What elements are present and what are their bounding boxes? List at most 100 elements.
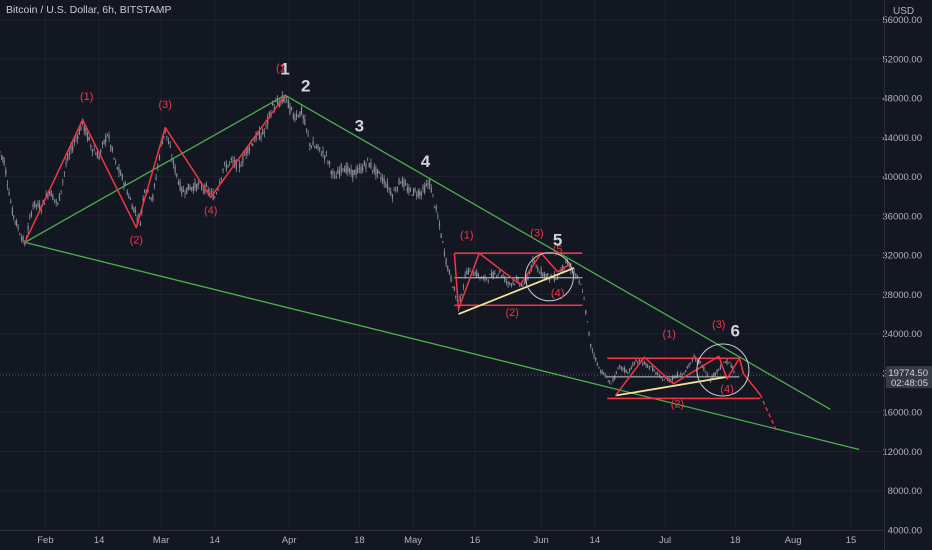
candle-body [524,282,526,284]
candle-body [357,167,359,173]
candle-body [440,233,442,238]
candle-body [593,354,595,357]
candle-body [376,168,379,174]
candle-body [134,210,137,213]
candle-body [448,269,451,275]
time-axis[interactable]: Feb 14 Mar 14 Apr 18 May 16 Jun 14 Jul 18 Aug 15 [37,535,856,546]
candle-body [197,183,199,186]
price-axis-divider [884,0,885,550]
candle-body [652,366,654,372]
candle-body [413,188,415,196]
candle-body [450,276,452,282]
candle-body [375,167,377,176]
candle-body [447,266,449,270]
candle-body [138,215,140,217]
wave-number-label: 2 [301,76,310,95]
candle-body [390,191,392,195]
candle-body [438,222,441,227]
candle-body [2,157,4,159]
candle-body [381,177,384,182]
candle-body [515,277,517,280]
candle-body [182,189,185,192]
candle-body [355,169,357,176]
candle-body [315,146,318,149]
candle-body [442,241,444,243]
green-trendline [24,94,286,243]
symbol-title[interactable]: Bitcoin / U.S. Dollar, 6h, BITSTAMP [6,4,172,16]
candle-body [90,145,92,148]
candle-body [691,358,693,361]
candle-body [610,383,612,385]
candle-body [666,378,669,381]
candle-body [169,145,171,148]
candle-body [88,136,90,141]
candle-body [623,367,626,372]
candle-body [220,177,223,179]
x-tick-label: Aug [785,535,802,546]
candle-body [557,275,559,279]
price-axis[interactable]: 4000.008000.0012000.0016000.0020000.0024… [882,15,922,536]
candle-body [538,272,541,274]
candle-body [713,373,715,376]
candle-body [143,189,146,192]
candle-body [47,193,49,198]
candle-body [502,275,504,277]
candle-body [545,273,547,279]
candle-body [214,197,216,199]
candle-body [637,362,639,364]
candle-body [295,113,298,118]
candle-body [619,364,621,367]
candle-body [347,165,349,172]
drawing-layer[interactable] [24,94,860,451]
candle-body [378,171,380,173]
candle-body [395,190,397,192]
subwave-label: (5 [553,244,563,256]
candle-body [343,168,346,173]
candle-body [405,183,407,185]
candle-body [462,286,465,288]
candle-body [273,107,275,110]
candle-body [609,381,611,383]
candle-body [310,146,313,148]
candle-body [435,206,437,210]
candle-body [184,193,186,195]
candle-body [292,114,294,119]
candle-body [73,139,75,143]
y-tick-label: 56000.00 [882,15,922,26]
candle-body [599,371,602,373]
candle-body [106,135,109,136]
candle-body [409,189,412,190]
x-tick-label: 18 [354,535,365,546]
y-tick-label: 16000.00 [882,408,922,419]
candle-body [329,161,331,165]
candle-body [133,207,135,212]
candle-body [401,178,403,185]
candle-body [628,369,631,372]
candle-body [58,193,61,201]
candle-body [704,371,707,373]
candle-body [210,191,213,192]
x-tick-label: Jul [659,535,671,546]
candle-body [86,133,89,140]
candle-body [121,174,123,180]
y-tick-label: 8000.00 [888,486,922,497]
candle-body [565,258,567,264]
candle-body [711,376,713,380]
candle-body [205,185,208,187]
candle-body [93,149,95,151]
candle-body [55,200,57,203]
candle-body [30,211,32,217]
x-tick-label: Apr [282,535,297,546]
candle-body [703,366,705,371]
candle-body [123,182,125,186]
wave-number-label: 1 [280,60,289,79]
candle-body [406,187,408,192]
highlight-circle [696,343,750,397]
x-tick-label: 14 [210,535,221,546]
candle-body [124,183,127,186]
candle-body [37,202,39,207]
candle-body [658,374,660,376]
candle-body [643,360,646,365]
candle-body [686,366,688,369]
